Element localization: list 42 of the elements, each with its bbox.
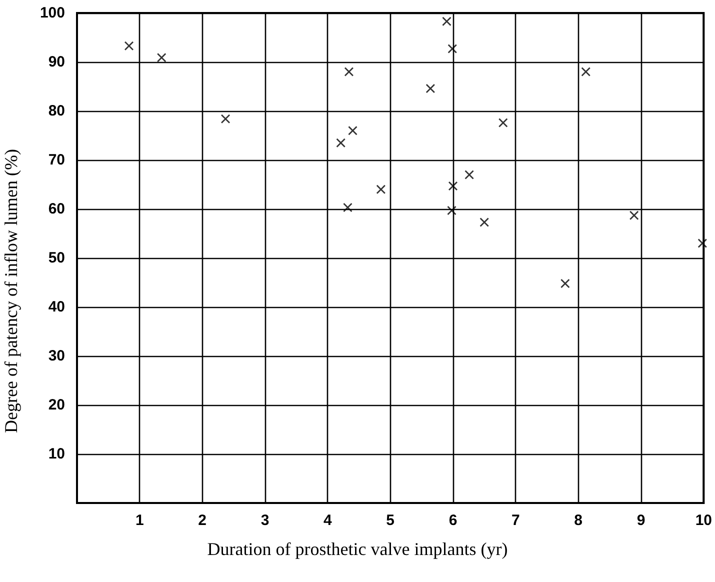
y-tick-label: 20 [48,396,65,414]
point [498,118,508,128]
x-axis-title: Duration of prosthetic valve implants (yr) [207,539,508,559]
point [343,202,352,212]
point [376,184,386,194]
point [448,44,458,54]
point [220,114,230,124]
y-tick-label: 60 [48,200,65,218]
x-tick-label: 1 [135,512,144,529]
y-tick-label: 100 [40,4,65,22]
x-tick-label: 4 [323,512,332,529]
y-tick-label: 30 [48,348,65,364]
x-tick-label: 7 [511,512,520,529]
y-tick-label: 50 [48,250,65,266]
point [344,67,354,76]
x-tick-label: 3 [260,512,270,529]
x-tick-label: 8 [574,512,582,529]
x-tick-label: 5 [386,512,394,529]
point [447,206,456,216]
x-tick-label: 2 [198,512,207,529]
x-tick-label: 6 [448,512,458,529]
x-tick-label: 10 [695,512,712,529]
point [464,170,474,180]
point [629,210,639,220]
y-axis-title: Degree of patency of inflow lumen (%) [1,149,21,433]
y-tick-label: 70 [48,152,65,168]
point [698,238,708,248]
y-tick-label: 10 [48,446,65,462]
y-tick-label: 90 [48,54,65,70]
y-tick-label: 40 [48,298,65,316]
point [480,218,490,227]
point [426,84,436,94]
point [336,138,346,148]
point [124,41,134,51]
point [442,16,452,26]
point [448,181,458,191]
y-tick-label: 80 [48,102,65,120]
point [581,67,591,76]
x-tick-label: 9 [636,512,646,529]
point [348,126,358,136]
point [156,52,166,62]
point [560,278,570,288]
